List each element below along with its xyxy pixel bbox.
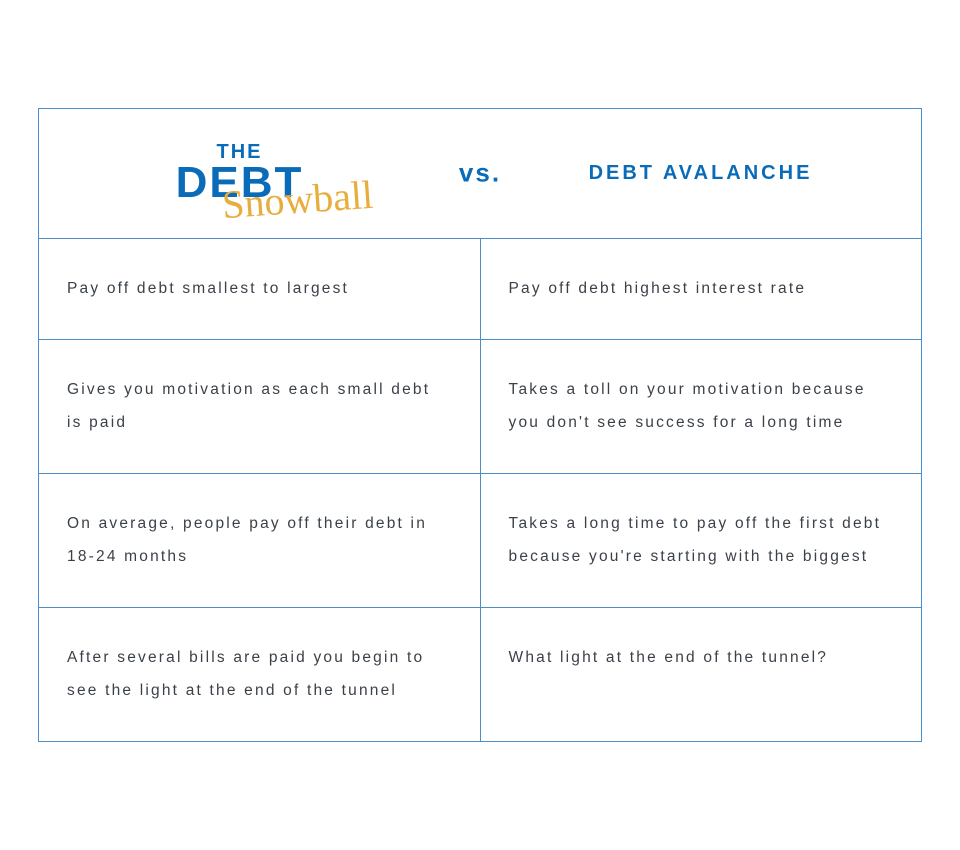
- vs-label: vs.: [459, 158, 501, 189]
- debt-snowball-logo: THE DEBT Snowball: [176, 142, 304, 204]
- header-avalanche-col: DEBT AVALANCHE: [480, 162, 921, 185]
- table-header: THE DEBT Snowball vs. DEBT AVALANCHE: [39, 109, 921, 239]
- cell-snowball: Gives you motivation as each small debt …: [39, 340, 481, 473]
- avalanche-title: DEBT AVALANCHE: [589, 162, 813, 185]
- comparison-table: THE DEBT Snowball vs. DEBT AVALANCHE Pay…: [38, 108, 922, 743]
- cell-avalanche: Takes a long time to pay off the first d…: [481, 474, 922, 607]
- cell-avalanche: Takes a toll on your motivation because …: [481, 340, 922, 473]
- cell-snowball: After several bills are paid you begin t…: [39, 608, 481, 741]
- logo-snowball: Snowball: [220, 171, 374, 228]
- cell-snowball: Pay off debt smallest to largest: [39, 239, 481, 340]
- header-snowball-col: THE DEBT Snowball: [39, 109, 480, 238]
- cell-avalanche: Pay off debt highest interest rate: [481, 239, 922, 340]
- table-row: Pay off debt smallest to largest Pay off…: [39, 239, 921, 341]
- table-row: On average, people pay off their debt in…: [39, 474, 921, 608]
- cell-snowball: On average, people pay off their debt in…: [39, 474, 481, 607]
- cell-avalanche: What light at the end of the tunnel?: [481, 608, 922, 741]
- table-row: Gives you motivation as each small debt …: [39, 340, 921, 474]
- table-row: After several bills are paid you begin t…: [39, 608, 921, 741]
